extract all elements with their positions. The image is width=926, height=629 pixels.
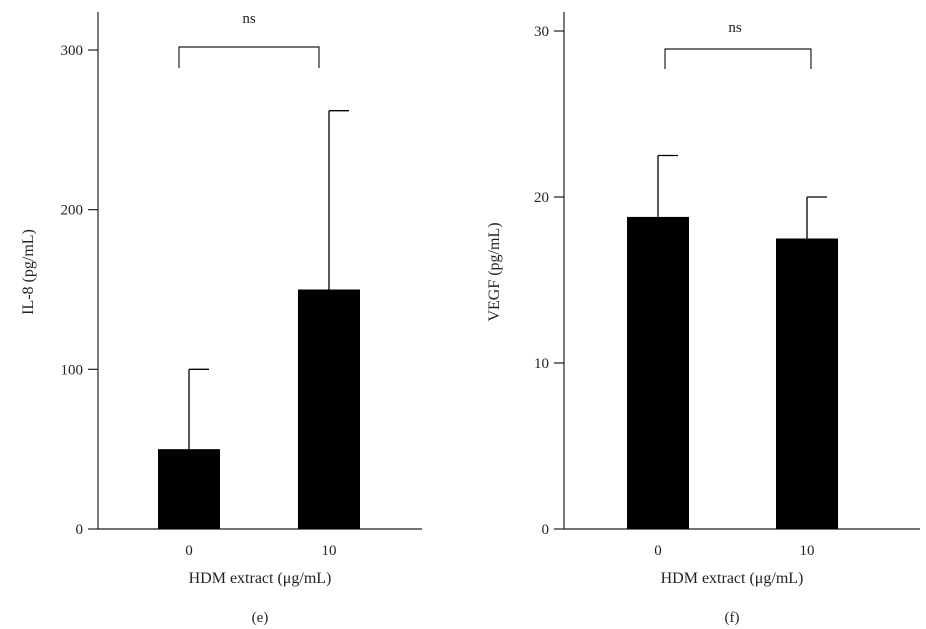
panel-label: (e) <box>252 610 269 626</box>
x-tick-label: 10 <box>800 543 815 559</box>
y-axis-label: VEGF (pg/mL) <box>486 222 503 321</box>
significance-bracket <box>178 46 320 68</box>
y-tick-label: 20 <box>534 190 549 206</box>
significance-bracket <box>664 48 812 69</box>
y-tick-label: 100 <box>61 362 84 378</box>
significance-label: ns <box>728 20 742 36</box>
x-tick-label: 0 <box>185 543 193 559</box>
bar <box>776 238 838 529</box>
y-tick-label: 30 <box>534 24 549 40</box>
x-axis-label: HDM extract (μg/mL) <box>189 570 332 587</box>
x-axis-label: HDM extract (μg/mL) <box>661 570 804 587</box>
y-tick-label: 0 <box>76 522 84 538</box>
significance-label: ns <box>242 11 256 27</box>
bar <box>158 449 220 529</box>
y-axis-label: IL-8 (pg/mL) <box>20 229 37 315</box>
y-tick-label: 300 <box>61 43 84 59</box>
y-tick-label: 200 <box>61 203 84 219</box>
bar <box>298 289 360 529</box>
y-tick-label: 0 <box>542 522 550 538</box>
chart-panel-e: IL-8 (pg/mL) HDM extract (μg/mL) (e) ns … <box>20 11 422 626</box>
x-tick-label: 10 <box>322 543 337 559</box>
chart-panel-f: VEGF (pg/mL) HDM extract (μg/mL) (f) ns … <box>486 12 920 626</box>
bar <box>627 216 689 530</box>
panel-label: (f) <box>725 610 740 626</box>
y-tick-label: 10 <box>534 356 549 372</box>
x-tick-label: 0 <box>654 543 662 559</box>
